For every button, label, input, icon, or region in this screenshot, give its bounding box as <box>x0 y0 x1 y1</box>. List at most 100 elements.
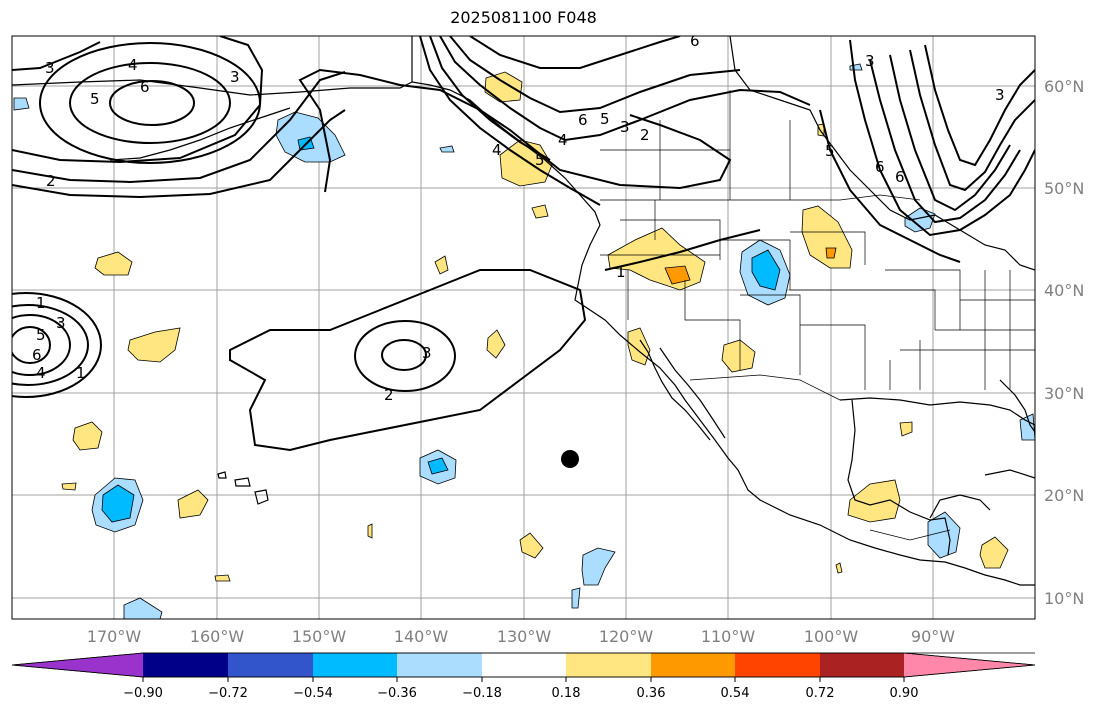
colorbar-tick-label: 0.18 <box>552 686 581 701</box>
colorbar: −0.90 −0.72 −0.54 −0.36 −0.18 0.18 0.36 … <box>11 652 1036 701</box>
positive-anomaly <box>979 536 1009 569</box>
colorbar-segment <box>482 653 566 677</box>
colorbar-segment <box>313 653 397 677</box>
longitude-labels: 170°W 160°W 150°W 140°W 130°W 120°W 110°… <box>87 627 955 646</box>
positive-anomaly <box>94 251 133 276</box>
contour-label: 6 <box>875 158 885 176</box>
contour-label: 6 <box>578 111 588 129</box>
location-marker <box>561 450 579 468</box>
contour-labels: 3 4 5 6 3 2 3 6 5 4 3 2 6 5 3 6 5 6 4 1 … <box>32 32 1005 404</box>
negative-anomaly <box>123 597 163 619</box>
positive-anomaly <box>486 329 506 359</box>
contour-label: 3 <box>865 52 875 70</box>
negative-anomaly <box>1019 413 1035 441</box>
positive-anomaly <box>367 523 373 539</box>
colorbar-tick-label: −0.18 <box>462 686 502 701</box>
colorbar-segment <box>566 653 651 677</box>
contour-label: 1 <box>76 364 86 382</box>
contour-label: 3 <box>45 59 55 77</box>
negative-anomaly <box>13 97 30 111</box>
colorbar-segment <box>904 653 1035 677</box>
colorbar-tick-label: 0.90 <box>890 686 919 701</box>
contour-label: 5 <box>90 90 100 108</box>
contour-label: 1 <box>616 263 626 281</box>
lon-tick-label: 170°W <box>87 627 142 646</box>
contour-label: 4 <box>558 131 568 149</box>
lon-tick-label: 100°W <box>804 627 859 646</box>
lat-tick-label: 50°N <box>1044 179 1084 198</box>
contour-label: 2 <box>384 386 394 404</box>
lon-tick-label: 90°W <box>911 627 955 646</box>
contour-label: 5 <box>535 151 545 169</box>
positive-anomaly <box>214 574 231 582</box>
colorbar-segment <box>228 653 313 677</box>
colorbar-segment <box>651 653 735 677</box>
lat-tick-label: 60°N <box>1044 77 1084 96</box>
contour-label: 3 <box>422 344 432 362</box>
negative-anomaly-strong <box>751 249 781 291</box>
positive-anomaly <box>531 204 549 219</box>
colorbar-tick-label: −0.90 <box>123 686 163 701</box>
lon-tick-label: 160°W <box>190 627 245 646</box>
contour-label: 6 <box>32 346 42 364</box>
contour-label: 5 <box>36 326 46 344</box>
colorbar-tick-label: −0.72 <box>208 686 248 701</box>
map-title: 2025081100 F048 <box>450 8 597 27</box>
colorbar-segment <box>820 653 904 677</box>
positive-anomaly <box>801 205 853 269</box>
positive-anomaly-strong <box>664 265 691 285</box>
lat-tick-label: 10°N <box>1044 589 1084 608</box>
positive-anomaly <box>484 71 523 103</box>
colorbar-segment <box>143 653 228 677</box>
contour-label: 3 <box>995 86 1005 104</box>
contour-label: 5 <box>825 142 835 160</box>
colorbar-tick-label: 0.72 <box>806 686 835 701</box>
colorbar-tick-label: 0.36 <box>637 686 666 701</box>
colorbar-tick-label: 0.54 <box>721 686 750 701</box>
lon-tick-label: 140°W <box>394 627 449 646</box>
positive-anomaly <box>177 489 209 519</box>
lon-tick-label: 110°W <box>701 627 756 646</box>
colorbar-segment <box>735 653 820 677</box>
latitude-labels: 60°N 50°N 40°N 30°N 20°N 10°N <box>1044 77 1084 608</box>
negative-anomaly <box>581 547 616 586</box>
contour-label: 6 <box>690 32 700 50</box>
contour-label: 2 <box>46 172 56 190</box>
positive-anomaly <box>434 255 449 275</box>
contour-label: 4 <box>36 364 46 382</box>
negative-anomaly <box>439 145 455 153</box>
negative-anomaly-strong <box>427 457 449 475</box>
positive-anomaly <box>72 421 103 451</box>
negative-anomaly-strong <box>101 484 135 523</box>
colorbar-segment <box>12 653 143 677</box>
positive-anomaly <box>61 482 77 491</box>
negative-anomaly <box>571 587 581 609</box>
lon-tick-label: 120°W <box>599 627 654 646</box>
contour-label: 2 <box>640 126 650 144</box>
lon-tick-label: 130°W <box>497 627 552 646</box>
lat-tick-label: 20°N <box>1044 486 1084 505</box>
contour-label: 4 <box>128 56 138 74</box>
contour-lines <box>12 36 1035 452</box>
positive-anomaly <box>847 479 901 523</box>
colorbar-tick-label: −0.54 <box>293 686 333 701</box>
positive-anomaly-strong <box>825 247 837 259</box>
contour-label: 6 <box>140 78 150 96</box>
contour-label: 3 <box>230 68 240 86</box>
contour-label: 1 <box>36 294 46 312</box>
positive-anomaly <box>519 532 544 559</box>
colorbar-segment <box>397 653 482 677</box>
contour-label: 6 <box>895 168 905 186</box>
lon-tick-label: 150°W <box>292 627 347 646</box>
negative-anomaly <box>927 511 961 559</box>
contour-label: 3 <box>56 314 66 332</box>
contour-label: 5 <box>600 110 610 128</box>
positive-anomaly <box>899 421 913 437</box>
positive-anomaly <box>127 327 181 363</box>
positive-anomaly <box>835 562 843 574</box>
contour-label: 3 <box>620 118 630 136</box>
lat-tick-label: 30°N <box>1044 384 1084 403</box>
lat-tick-label: 40°N <box>1044 281 1084 300</box>
contour-label: 4 <box>492 141 502 159</box>
